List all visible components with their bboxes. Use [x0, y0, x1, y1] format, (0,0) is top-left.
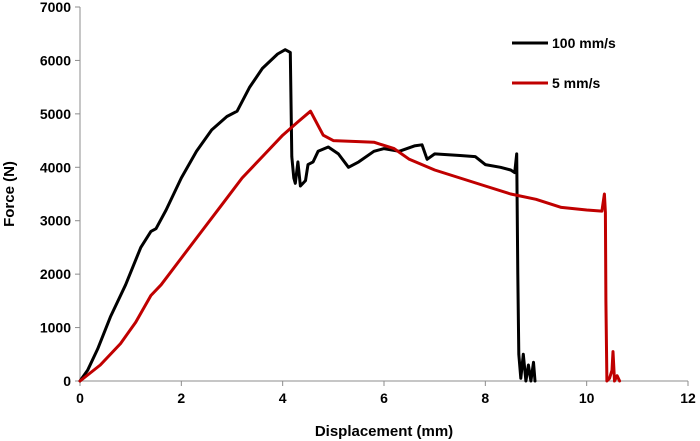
legend-label: 100 mm/s	[552, 35, 616, 51]
y-tick-label: 5000	[40, 106, 71, 122]
y-tick-label: 3000	[40, 213, 71, 229]
x-tick-label: 6	[380, 390, 388, 406]
legend-label: 5 mm/s	[552, 75, 600, 91]
y-axis-title: Force (N)	[1, 161, 18, 227]
y-tick-label: 0	[63, 373, 71, 389]
x-tick-label: 4	[279, 390, 287, 406]
x-axis-ticks: 0 2 4 6 8 10 12	[76, 381, 696, 406]
x-tick-label: 0	[76, 390, 84, 406]
y-tick-label: 2000	[40, 266, 71, 282]
series-line-100mm-s	[78, 48, 537, 383]
legend: 100 mm/s 5 mm/s	[512, 35, 616, 91]
y-tick-label: 7000	[40, 0, 71, 15]
x-tick-label: 8	[481, 390, 489, 406]
series-layer	[78, 48, 622, 383]
axes	[79, 7, 688, 382]
y-tick-label: 6000	[40, 52, 71, 68]
x-tick-label: 10	[579, 390, 595, 406]
y-axis-ticks: 0 1000 2000 3000 4000 5000 6000 7000	[40, 0, 80, 389]
x-axis-title: Displacement (mm)	[315, 423, 453, 440]
y-tick-label: 1000	[40, 320, 71, 336]
y-tick-label: 4000	[40, 159, 71, 175]
series-line-5mm-s	[78, 109, 622, 383]
x-tick-label: 2	[177, 390, 185, 406]
x-tick-label: 12	[680, 390, 696, 406]
